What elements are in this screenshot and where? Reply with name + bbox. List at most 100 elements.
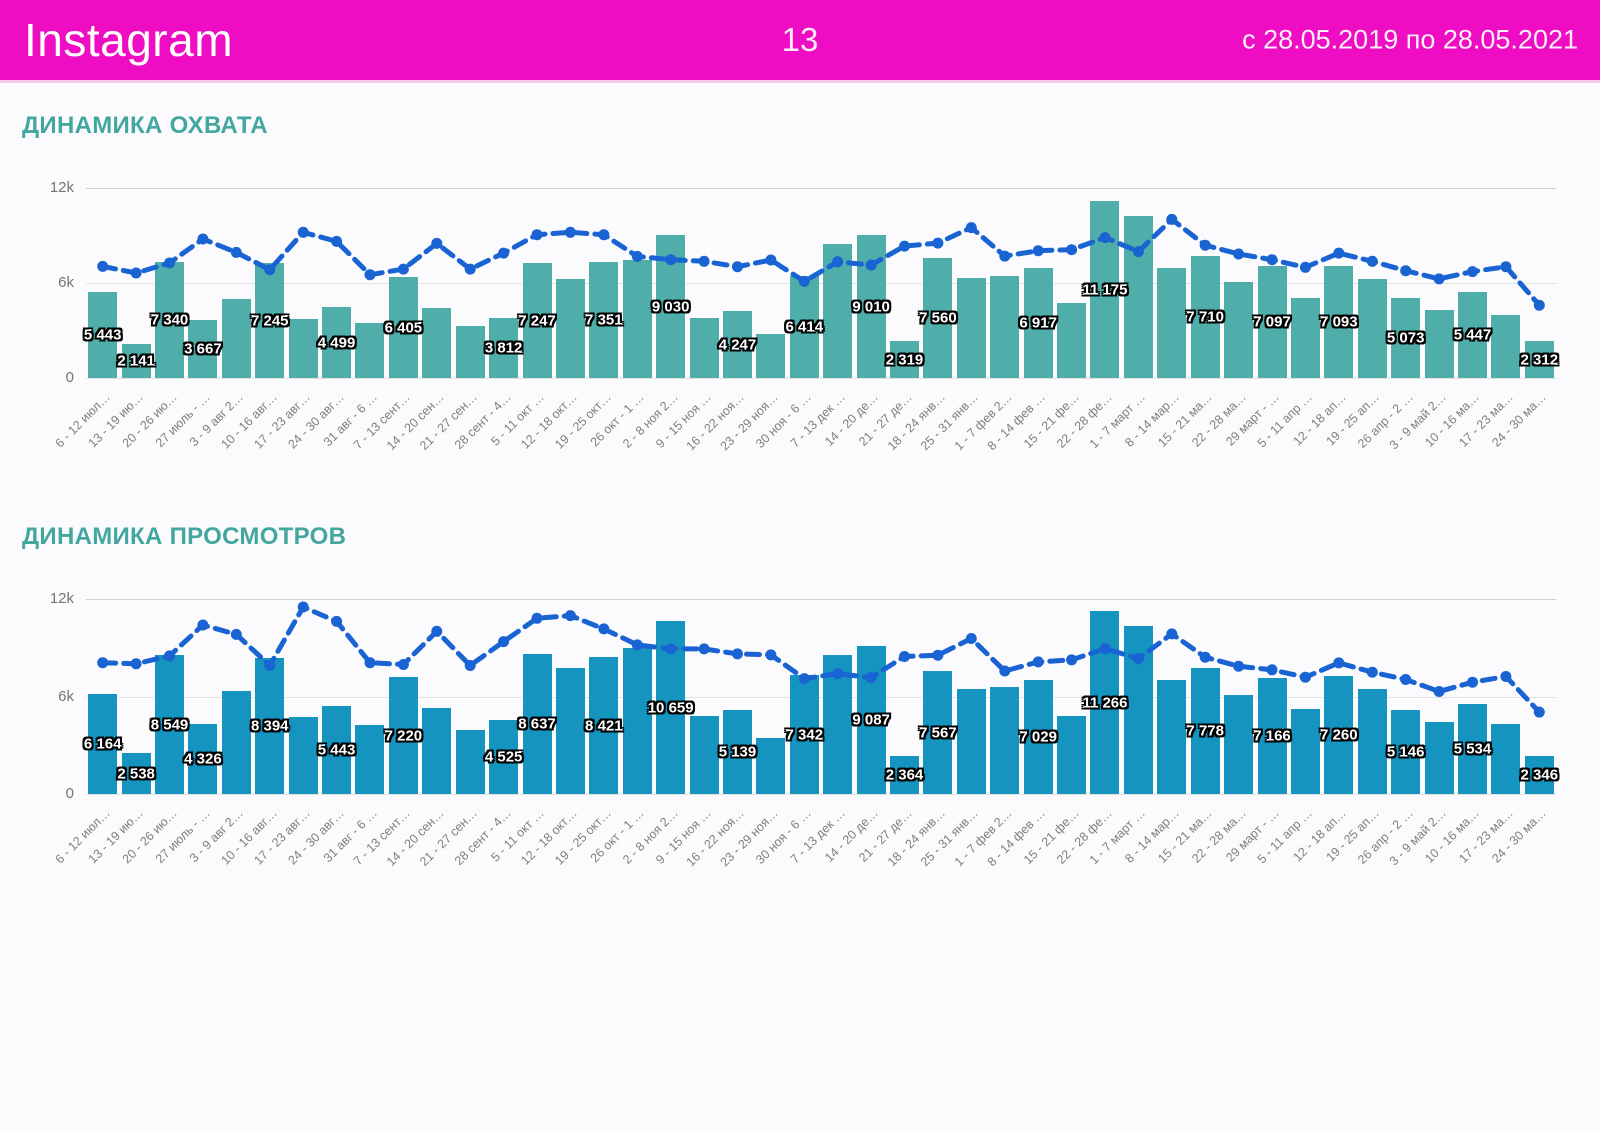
bar bbox=[789, 276, 819, 378]
bar bbox=[1290, 298, 1320, 378]
bar bbox=[288, 717, 318, 794]
bar-value-label: 7 166 bbox=[1253, 727, 1291, 745]
bar bbox=[1391, 298, 1421, 378]
trend-point bbox=[364, 657, 376, 669]
trend-point bbox=[1066, 244, 1078, 256]
bar-value-label: 2 312 bbox=[1520, 351, 1559, 368]
bar-value-label: 7 560 bbox=[919, 309, 957, 327]
trend-point bbox=[698, 643, 710, 655]
bar bbox=[756, 738, 786, 794]
bar bbox=[121, 753, 151, 794]
y-axis-tick: 12k bbox=[49, 179, 74, 196]
gridline-0 bbox=[86, 794, 1556, 795]
app-title: Instagram bbox=[24, 14, 234, 66]
bar bbox=[1424, 310, 1454, 378]
views-chart: ДИНАМИКА ПРОСМОТРОВ 12k 6k 0 6 164 2 538 8 54… bbox=[0, 523, 1600, 869]
trend-point bbox=[431, 237, 443, 249]
bar bbox=[1023, 268, 1053, 378]
bar-value-label: 9 030 bbox=[651, 298, 690, 315]
bar-value-label: 7 351 bbox=[585, 311, 623, 329]
gridline-0 bbox=[86, 378, 1556, 379]
trend-point bbox=[297, 601, 309, 613]
bar-value-label: 4 525 bbox=[484, 748, 523, 766]
trend-point bbox=[1366, 666, 1378, 678]
bar-value-label: 2 319 bbox=[885, 351, 924, 368]
bar bbox=[990, 687, 1020, 794]
trend-point bbox=[1032, 245, 1044, 257]
bar bbox=[1424, 722, 1454, 794]
bar bbox=[355, 323, 385, 378]
bar-value-label: 10 659 bbox=[647, 699, 694, 716]
bar bbox=[722, 311, 752, 378]
bar-value-label: 7 342 bbox=[785, 726, 824, 743]
bar bbox=[121, 344, 151, 378]
trend-point bbox=[1066, 654, 1078, 666]
trend-point bbox=[1500, 261, 1512, 273]
trend-point bbox=[1467, 676, 1478, 688]
bar bbox=[1224, 282, 1254, 378]
trend-point bbox=[1032, 656, 1044, 668]
y-axis-tick: 6k bbox=[58, 274, 74, 291]
bar bbox=[890, 341, 920, 378]
bar bbox=[221, 691, 251, 794]
bar bbox=[1491, 315, 1521, 378]
trend-point bbox=[832, 256, 844, 268]
trend-point bbox=[1199, 651, 1211, 663]
bar-value-label: 2 364 bbox=[885, 766, 924, 784]
bar bbox=[923, 258, 953, 378]
bar bbox=[455, 326, 485, 378]
trend-point bbox=[765, 649, 777, 661]
trend-point bbox=[598, 229, 610, 241]
reach-chart: ДИНАМИКА ОХВАТА 12k 6k 0 5 443 2 141 7 340 3 6… bbox=[0, 112, 1600, 453]
trend-line bbox=[97, 601, 1545, 718]
trend-point bbox=[1166, 213, 1178, 225]
trend-point bbox=[1533, 706, 1545, 718]
bar bbox=[1157, 680, 1187, 794]
trend-point bbox=[331, 235, 343, 247]
bar-value-label: 3 667 bbox=[184, 340, 222, 358]
y-axis-tick: 0 bbox=[65, 369, 74, 386]
y-axis-tick: 6k bbox=[58, 687, 74, 705]
bar-value-label: 7 567 bbox=[919, 724, 957, 741]
bar-value-label: 8 637 bbox=[518, 715, 556, 733]
trend-point bbox=[364, 269, 376, 281]
bar bbox=[1524, 341, 1554, 378]
trend-point bbox=[1400, 674, 1412, 685]
trend-point bbox=[1166, 628, 1178, 640]
trend-point bbox=[264, 660, 276, 671]
bar-value-label: 11 266 bbox=[1082, 694, 1128, 711]
trend-point bbox=[798, 673, 810, 685]
bar bbox=[322, 307, 352, 378]
trend-point bbox=[899, 651, 910, 662]
bar bbox=[489, 720, 519, 794]
trend-point bbox=[765, 254, 777, 266]
gridline-6k bbox=[86, 696, 1556, 698]
bar bbox=[1023, 680, 1053, 794]
bar bbox=[522, 654, 552, 794]
gridline-12k bbox=[86, 188, 1556, 189]
bar-value-label: 9 010 bbox=[852, 298, 890, 315]
bar-value-label: 4 247 bbox=[718, 336, 757, 353]
trend-point bbox=[999, 250, 1011, 262]
bar bbox=[923, 671, 953, 794]
trend-point bbox=[631, 250, 643, 262]
bar-value-label: 5 534 bbox=[1453, 740, 1492, 758]
trend-point bbox=[665, 254, 677, 266]
bar bbox=[88, 292, 118, 378]
trend-point bbox=[1533, 299, 1545, 311]
bar bbox=[1157, 268, 1187, 378]
trend-point bbox=[1132, 246, 1144, 258]
bar bbox=[1324, 266, 1354, 378]
bar bbox=[789, 675, 819, 794]
bar bbox=[1391, 710, 1421, 794]
bar bbox=[188, 724, 218, 794]
trend-point bbox=[464, 660, 476, 671]
bar-value-label: 4 326 bbox=[184, 750, 222, 768]
bar-value-label: 6 414 bbox=[785, 318, 824, 336]
views-chart-plot: 12k 6k 0 6 164 2 538 8 549 4 326 8 394 5 443 7 22… bbox=[50, 590, 1559, 869]
bar bbox=[990, 276, 1020, 378]
bar-value-label: 5 447 bbox=[1453, 326, 1492, 344]
bar-value-label: 2 346 bbox=[1520, 766, 1559, 784]
trend-point bbox=[397, 263, 409, 275]
bar bbox=[355, 725, 385, 794]
